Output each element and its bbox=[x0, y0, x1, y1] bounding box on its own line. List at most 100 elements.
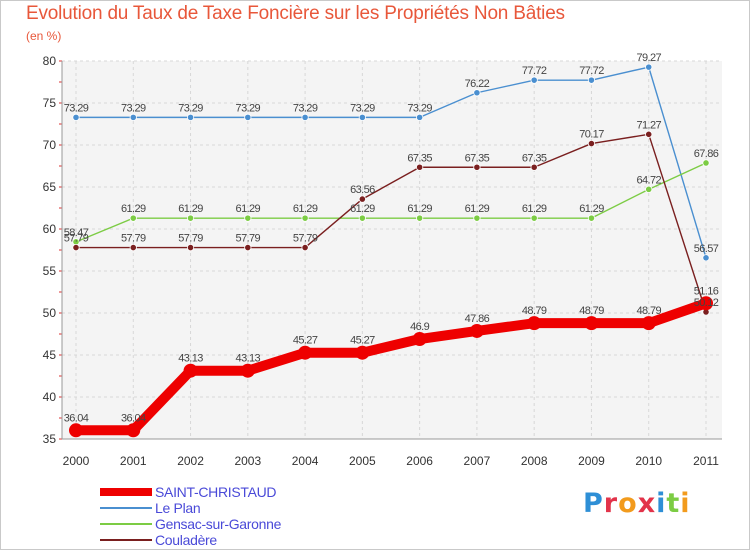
legend-swatch bbox=[100, 507, 152, 509]
legend-label: Le Plan bbox=[155, 500, 201, 516]
data-label: 73.29 bbox=[293, 102, 318, 114]
data-label: 36.04 bbox=[121, 412, 146, 424]
y-tick-label: 35 bbox=[43, 432, 57, 446]
x-tick-label: 2004 bbox=[292, 454, 319, 468]
data-label: 61.29 bbox=[579, 203, 604, 215]
data-point bbox=[641, 316, 656, 331]
x-tick-label: 2002 bbox=[177, 454, 204, 468]
data-point bbox=[129, 243, 137, 252]
y-tick-label: 75 bbox=[43, 96, 57, 110]
data-label: 61.29 bbox=[522, 203, 547, 215]
data-point bbox=[183, 363, 198, 378]
data-label: 67.35 bbox=[522, 152, 547, 164]
data-label: 61.29 bbox=[350, 203, 375, 215]
y-tick-label: 80 bbox=[43, 54, 57, 68]
data-point bbox=[358, 214, 366, 222]
data-label: 77.72 bbox=[579, 65, 604, 77]
data-point bbox=[587, 139, 596, 148]
data-label: 48.79 bbox=[579, 305, 604, 317]
data-label: 61.29 bbox=[407, 203, 432, 215]
data-point bbox=[645, 130, 653, 138]
data-point bbox=[129, 214, 137, 222]
data-label: 48.79 bbox=[522, 305, 547, 317]
x-tick-label: 2006 bbox=[406, 454, 433, 468]
data-point bbox=[240, 363, 255, 378]
data-point bbox=[702, 159, 710, 167]
data-label: 47.86 bbox=[465, 313, 490, 325]
data-label: 57.79 bbox=[121, 233, 146, 245]
data-point bbox=[358, 195, 366, 203]
data-point bbox=[416, 214, 424, 222]
data-label: 67.35 bbox=[465, 152, 490, 164]
series-line-le-plan bbox=[75, 66, 707, 259]
y-tick-label: 60 bbox=[43, 222, 57, 236]
data-point bbox=[473, 214, 481, 222]
x-tick-label: 2001 bbox=[120, 454, 147, 468]
x-tick-label: 2003 bbox=[234, 454, 261, 468]
legend-swatch bbox=[100, 523, 152, 525]
data-point bbox=[129, 113, 137, 121]
x-tick-label: 2000 bbox=[63, 454, 90, 468]
data-point bbox=[301, 113, 309, 121]
data-point bbox=[702, 254, 710, 262]
series-line-coulad-re bbox=[75, 133, 707, 313]
data-point bbox=[469, 323, 484, 338]
data-point bbox=[530, 76, 538, 84]
data-label: 61.29 bbox=[121, 203, 146, 215]
y-tick-label: 40 bbox=[43, 390, 57, 404]
data-point bbox=[473, 89, 481, 97]
y-tick-label: 55 bbox=[43, 264, 57, 278]
data-point bbox=[587, 76, 596, 84]
data-label: 71.27 bbox=[636, 119, 661, 131]
data-label: 73.29 bbox=[64, 102, 89, 114]
data-point bbox=[645, 185, 653, 193]
data-point bbox=[298, 345, 313, 360]
data-point bbox=[301, 243, 309, 252]
data-label: 61.29 bbox=[465, 203, 490, 215]
data-label: 79.27 bbox=[636, 52, 661, 64]
data-label: 61.29 bbox=[178, 203, 203, 215]
data-label: 77.72 bbox=[522, 65, 547, 77]
x-tick-label: 2009 bbox=[578, 454, 605, 468]
data-label: 61.29 bbox=[236, 203, 261, 215]
data-label: 73.29 bbox=[121, 102, 146, 114]
x-tick-label: 2005 bbox=[349, 454, 376, 468]
data-label: 46.9 bbox=[410, 321, 429, 333]
data-point bbox=[584, 316, 599, 331]
series-line-gensac-sur-garonne bbox=[75, 162, 707, 243]
data-point bbox=[473, 163, 481, 171]
data-label: 57.79 bbox=[293, 233, 318, 245]
y-tick-label: 50 bbox=[43, 306, 57, 320]
data-label: 73.29 bbox=[350, 102, 375, 114]
x-tick-label: 2008 bbox=[521, 454, 548, 468]
data-label: 76.22 bbox=[465, 78, 490, 90]
plot-area bbox=[62, 61, 722, 439]
data-point bbox=[186, 214, 195, 222]
data-point bbox=[301, 214, 309, 222]
data-point bbox=[587, 214, 596, 222]
data-point bbox=[186, 113, 195, 121]
data-label: 51.16 bbox=[694, 285, 719, 297]
data-label: 58.47 bbox=[64, 227, 89, 239]
legend-label: SAINT-CHRISTAUD bbox=[155, 484, 277, 500]
data-label: 73.29 bbox=[178, 102, 203, 114]
y-tick-label: 65 bbox=[43, 180, 57, 194]
legend-label: Couladère bbox=[155, 532, 217, 548]
data-point bbox=[645, 63, 653, 71]
data-label: 64.72 bbox=[636, 174, 661, 186]
data-label: 73.29 bbox=[236, 102, 261, 114]
data-label: 67.86 bbox=[694, 148, 719, 160]
data-label: 43.13 bbox=[178, 353, 203, 365]
data-point bbox=[72, 113, 80, 121]
x-tick-label: 2011 bbox=[693, 454, 719, 468]
data-point bbox=[416, 113, 424, 121]
data-point bbox=[126, 423, 141, 438]
data-point bbox=[72, 243, 80, 252]
data-label: 57.79 bbox=[236, 233, 261, 245]
x-tick-label: 2007 bbox=[464, 454, 491, 468]
legend-swatch bbox=[100, 488, 152, 496]
data-point bbox=[699, 296, 713, 311]
data-point bbox=[244, 243, 252, 252]
series-line-saint-christaud bbox=[71, 298, 711, 436]
data-point bbox=[530, 163, 538, 171]
